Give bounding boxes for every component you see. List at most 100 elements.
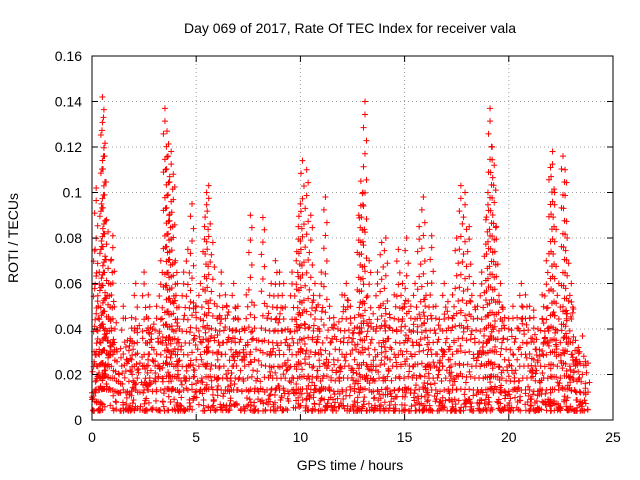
data-point	[279, 292, 286, 299]
data-point	[462, 201, 469, 208]
data-point	[372, 353, 379, 360]
data-point	[155, 362, 162, 369]
data-point	[214, 332, 221, 339]
data-point	[374, 388, 381, 395]
data-point	[553, 226, 560, 233]
data-point	[582, 358, 589, 365]
data-point	[427, 381, 434, 388]
data-point	[463, 300, 470, 307]
data-point	[497, 384, 504, 391]
data-point	[478, 360, 485, 367]
data-point	[511, 339, 518, 346]
data-point	[132, 315, 139, 322]
data-point	[421, 334, 428, 341]
data-point	[275, 382, 282, 389]
data-point	[333, 369, 340, 376]
data-point	[360, 318, 367, 325]
data-point	[485, 358, 492, 365]
data-point	[94, 260, 101, 267]
data-point	[498, 369, 505, 376]
data-point	[564, 235, 571, 241]
data-point	[332, 346, 339, 353]
data-point	[259, 349, 266, 356]
data-point	[490, 389, 497, 396]
data-point	[537, 379, 544, 386]
data-point	[165, 230, 172, 237]
data-point	[319, 304, 326, 311]
data-point	[482, 373, 489, 380]
data-point	[174, 351, 181, 358]
data-point	[314, 333, 321, 340]
data-point	[449, 382, 456, 389]
data-point	[382, 386, 389, 393]
data-point	[484, 189, 491, 196]
data-point	[231, 357, 238, 364]
data-point	[267, 391, 274, 398]
data-point	[130, 346, 137, 353]
data-point	[153, 315, 160, 322]
data-point	[402, 384, 409, 391]
data-point	[563, 368, 570, 375]
data-point	[361, 394, 368, 401]
data-point	[100, 243, 107, 250]
data-point	[294, 327, 301, 334]
data-point	[387, 390, 394, 397]
data-point	[444, 308, 451, 315]
data-point	[462, 397, 469, 404]
data-point	[189, 237, 196, 244]
data-point	[165, 153, 172, 160]
data-point	[231, 380, 238, 387]
data-point	[193, 356, 200, 363]
data-point	[291, 316, 298, 323]
data-point	[473, 327, 480, 334]
data-point	[562, 166, 569, 173]
data-point	[490, 220, 497, 227]
data-point	[566, 363, 573, 370]
data-point	[539, 398, 546, 405]
data-point	[134, 389, 141, 396]
data-point	[491, 361, 498, 368]
data-point	[288, 379, 295, 386]
data-point	[566, 292, 573, 299]
data-point	[178, 394, 185, 401]
data-point	[515, 325, 522, 332]
data-point	[139, 328, 146, 335]
data-point	[546, 399, 553, 406]
data-point	[187, 298, 194, 305]
data-point	[452, 323, 459, 330]
data-point	[487, 245, 494, 252]
data-point	[320, 360, 327, 367]
data-point	[190, 305, 197, 312]
data-point	[336, 403, 343, 410]
data-point	[283, 367, 290, 374]
data-point	[522, 291, 529, 298]
data-point	[522, 401, 529, 408]
data-point	[501, 314, 508, 321]
data-point	[550, 287, 557, 294]
data-point	[128, 356, 135, 363]
data-point	[108, 292, 115, 299]
data-point	[368, 388, 375, 395]
data-point	[514, 399, 521, 406]
data-point	[435, 371, 442, 378]
data-point	[205, 233, 212, 240]
data-point	[505, 373, 512, 380]
data-point	[280, 371, 287, 378]
data-point	[163, 166, 170, 173]
data-point	[363, 333, 370, 340]
data-point	[517, 344, 524, 351]
chart-title-group: Day 069 of 2017, Rate Of TEC Index for r…	[184, 20, 516, 36]
data-point	[464, 325, 471, 332]
data-point	[494, 336, 501, 343]
data-point	[584, 406, 591, 413]
data-point	[567, 373, 574, 380]
data-point	[119, 380, 126, 387]
data-point	[290, 404, 297, 411]
data-point	[154, 335, 161, 342]
data-point	[555, 382, 562, 389]
data-point	[175, 358, 182, 365]
data-point	[453, 372, 460, 379]
data-point	[331, 391, 338, 398]
data-point	[300, 335, 307, 342]
data-point	[487, 379, 494, 386]
